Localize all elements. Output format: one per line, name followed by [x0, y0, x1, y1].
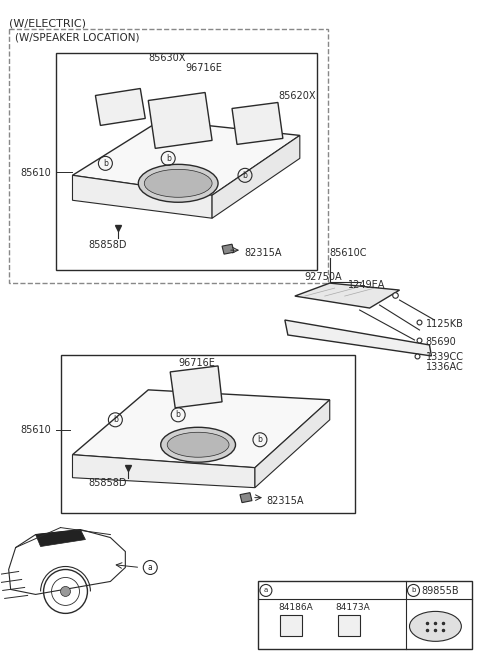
Polygon shape — [232, 102, 283, 144]
Text: (W/ELECTRIC): (W/ELECTRIC) — [9, 18, 85, 29]
Text: 84186A: 84186A — [278, 603, 312, 612]
Ellipse shape — [409, 611, 461, 641]
Ellipse shape — [144, 170, 212, 197]
Text: 89855B: 89855B — [421, 586, 459, 597]
Ellipse shape — [138, 164, 218, 202]
Text: b: b — [176, 410, 180, 419]
Text: 96716E: 96716E — [178, 358, 215, 368]
Text: b: b — [411, 588, 416, 593]
Polygon shape — [72, 455, 255, 488]
Polygon shape — [72, 390, 330, 468]
Text: 1249EA: 1249EA — [348, 280, 385, 290]
Text: 85610: 85610 — [21, 425, 51, 435]
Circle shape — [60, 586, 71, 597]
Text: 84173A: 84173A — [336, 603, 371, 612]
Polygon shape — [255, 400, 330, 488]
Bar — [258, 582, 472, 649]
Text: 1336AC: 1336AC — [425, 362, 463, 372]
Text: a: a — [148, 563, 153, 572]
Ellipse shape — [161, 427, 236, 462]
Text: 85610: 85610 — [21, 168, 51, 178]
Polygon shape — [222, 244, 234, 254]
Text: 1125KB: 1125KB — [425, 319, 463, 329]
Bar — [60, 355, 355, 513]
Polygon shape — [295, 283, 399, 308]
Text: 1339CC: 1339CC — [425, 352, 464, 362]
Text: 96716E: 96716E — [185, 63, 222, 73]
Bar — [56, 52, 317, 270]
Polygon shape — [170, 366, 222, 408]
Text: 85690: 85690 — [425, 337, 456, 347]
Text: 85858D: 85858D — [88, 240, 127, 250]
Polygon shape — [96, 88, 145, 125]
Bar — [9, 29, 328, 283]
Text: b: b — [257, 436, 263, 444]
Text: (W/SPEAKER LOCATION): (W/SPEAKER LOCATION) — [15, 33, 139, 43]
Polygon shape — [212, 136, 300, 218]
Ellipse shape — [167, 432, 229, 457]
Polygon shape — [240, 493, 252, 502]
Text: 85630X: 85630X — [148, 52, 186, 63]
Polygon shape — [72, 176, 212, 218]
Polygon shape — [285, 320, 432, 356]
Text: 82315A: 82315A — [266, 496, 303, 506]
Polygon shape — [36, 530, 85, 546]
Text: 85610C: 85610C — [330, 248, 367, 258]
Text: b: b — [113, 415, 118, 424]
Polygon shape — [72, 121, 300, 195]
Text: 85858D: 85858D — [88, 477, 127, 488]
Polygon shape — [338, 616, 360, 637]
Polygon shape — [148, 92, 212, 149]
Text: b: b — [166, 154, 171, 163]
Text: b: b — [103, 159, 108, 168]
Text: 92750A: 92750A — [305, 272, 342, 282]
Text: 85620X: 85620X — [278, 90, 315, 100]
Text: 82315A: 82315A — [244, 248, 281, 258]
Text: b: b — [242, 171, 247, 180]
Text: a: a — [264, 588, 268, 593]
Polygon shape — [280, 616, 302, 637]
